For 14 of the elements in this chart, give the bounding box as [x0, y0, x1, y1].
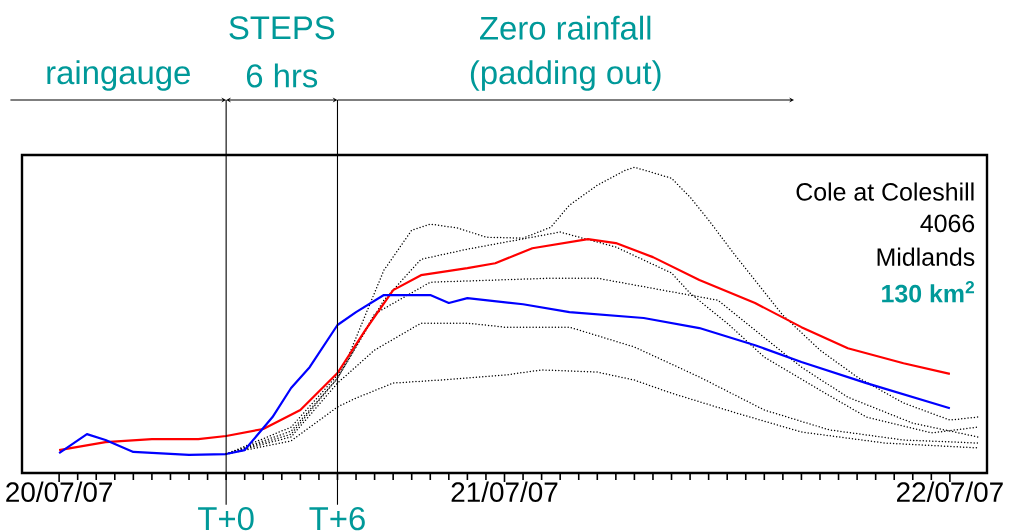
annotation: 4066 — [920, 214, 975, 233]
ref-line-label: T+0 — [198, 507, 254, 531]
annotation: Cole at Coleshill — [796, 182, 974, 201]
x-tick-label: 20/07/07 — [6, 481, 112, 502]
text: raingauge — [47, 60, 190, 91]
text: STEPS — [229, 16, 335, 40]
x-tick-label: 21/07/07 — [451, 481, 558, 502]
text: Zero rainfall — [480, 15, 651, 40]
x-tick-label: 22/07/07 — [897, 481, 1003, 502]
text: (padding out) — [470, 60, 661, 91]
ref-line-label: T+6 — [309, 507, 365, 531]
annotation: Midlands — [877, 247, 975, 266]
text: 6 hrs — [246, 63, 318, 88]
annotation: 130 km$^{2}$ — [882, 281, 975, 303]
